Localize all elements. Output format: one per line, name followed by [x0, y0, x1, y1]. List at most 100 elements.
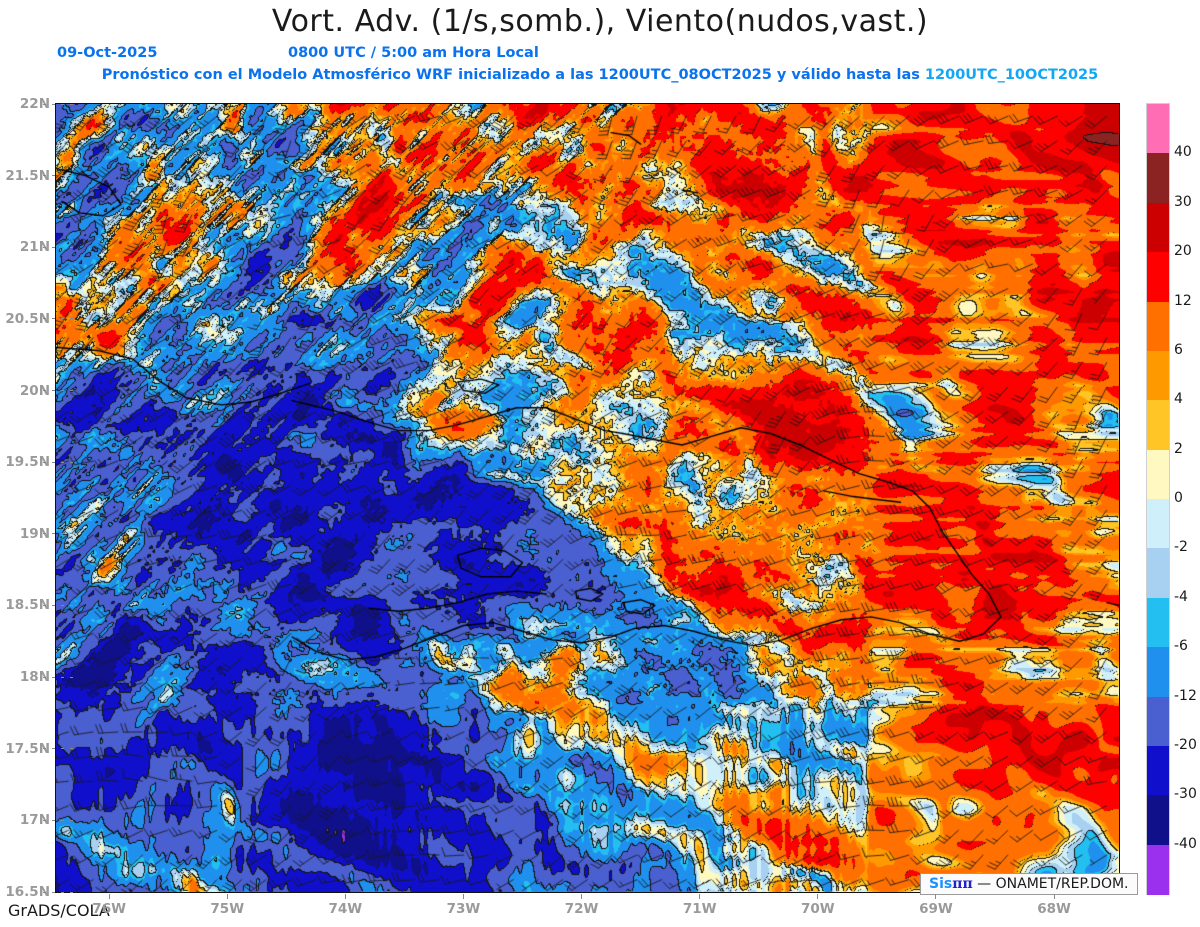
lat-tick-dot: [43, 604, 46, 606]
lat-tick-dot: [43, 819, 46, 821]
colorbar-tick-label: -4: [1174, 588, 1188, 605]
lat-tick-label: 20.5N: [5, 310, 50, 327]
grads-attribution: GrADS/COLA: [8, 901, 110, 920]
lat-tick-dot: [52, 676, 55, 678]
lat-tick-dot: [43, 246, 46, 248]
lon-tick-label: 71W: [682, 901, 717, 917]
lat-tick-label: 18.5N: [5, 597, 50, 614]
lat-tick-dot: [61, 246, 64, 248]
lon-tick-label: 70W: [800, 901, 835, 917]
lon-tick-mark: [108, 894, 110, 899]
colorbar-band: [1147, 301, 1169, 352]
colorbar-band: [1147, 202, 1169, 253]
lon-tick-mark: [935, 894, 937, 899]
lat-tick-label: 22N: [19, 96, 50, 112]
lat-tick-dot: [61, 175, 64, 177]
lat-tick-dot: [52, 748, 55, 750]
lat-tick-dot: [61, 390, 64, 392]
lon-tick-mark: [226, 894, 228, 899]
colorbar-tick-label: 4: [1174, 391, 1183, 408]
colorbar-tick-label: -6: [1174, 638, 1188, 655]
lat-tick-dot: [52, 390, 55, 392]
colorbar-band: [1147, 449, 1169, 500]
wind-barb-overlay-canvas: [56, 104, 1119, 892]
page-title: Vort. Adv. (1/s,somb.), Viento(nudos,vas…: [271, 4, 929, 39]
lat-tick-dot: [43, 461, 46, 463]
colorbar-band: [1147, 745, 1169, 796]
lat-tick-dot: [52, 175, 55, 177]
colorbar-band: [1147, 252, 1169, 303]
lat-tick-dot: [43, 891, 46, 893]
subtitle-row: 09-Oct-2025 0800 UTC / 5:00 am Hora Loca…: [0, 45, 1200, 65]
lat-tick-dot: [43, 748, 46, 750]
lat-tick-dot: [61, 103, 64, 105]
lat-tick-dot: [70, 390, 73, 392]
colorbar-tick-label: -2: [1174, 539, 1188, 556]
lat-tick-dot: [61, 891, 64, 893]
lat-tick-dot: [43, 175, 46, 177]
lon-tick-label: 76W: [92, 901, 126, 917]
lat-tick-dot: [43, 390, 46, 392]
lat-tick-label: 17N: [19, 812, 50, 829]
lat-tick-dot: [70, 533, 73, 535]
lat-tick-dot: [52, 891, 55, 893]
lat-tick-label: 16.5N: [5, 884, 50, 900]
colorbar-tick-label: 6: [1174, 341, 1183, 358]
colorbar-band: [1147, 795, 1169, 846]
lat-tick-dot: [70, 604, 73, 606]
lat-tick-label: 18N: [19, 669, 50, 686]
lat-tick-dot: [43, 533, 46, 535]
forecast-description-main: Pronóstico con el Modelo Atmosférico WRF…: [101, 67, 920, 83]
lon-tick-label: 68W: [1037, 901, 1071, 917]
colorbar-tick-label: -40: [1174, 835, 1197, 852]
forecast-time: 0800 UTC / 5:00 am Hora Local: [288, 45, 539, 61]
colorbar-tick-label: 40: [1174, 144, 1192, 161]
lat-tick-dot: [70, 461, 73, 463]
lat-tick-label: 21N: [19, 239, 50, 256]
colorbar-band: [1147, 647, 1169, 698]
colorbar-band: [1147, 350, 1169, 401]
lat-tick-dot: [52, 246, 55, 248]
forecast-date: 09-Oct-2025: [57, 45, 158, 61]
lat-tick-dot: [61, 318, 64, 320]
lat-tick-dot: [61, 604, 64, 606]
colorbar-tick-label: 20: [1174, 243, 1192, 260]
lat-tick-label: 21.5N: [5, 167, 50, 184]
lat-tick-dot: [52, 318, 55, 320]
lon-tick-label: 75W: [210, 901, 245, 917]
map-plot-area[interactable]: [55, 103, 1120, 893]
badge-org-text: — ONAMET/REP.DOM.: [977, 876, 1129, 892]
lat-tick-label: 19.5N: [5, 454, 50, 471]
colorbar[interactable]: [1146, 103, 1170, 895]
forecast-valid-until: 1200UTC_10OCT2025: [924, 67, 1099, 83]
lat-tick-dot: [70, 748, 73, 750]
lat-tick-dot: [52, 533, 55, 535]
lat-tick-label: 19N: [19, 525, 50, 542]
colorbar-tick-label: -12: [1174, 687, 1197, 704]
lat-tick-dot: [52, 103, 55, 105]
colorbar-band: [1147, 153, 1169, 204]
lat-tick-dot: [70, 175, 73, 177]
badge-sis-text: Sis: [929, 876, 953, 892]
colorbar-band: [1147, 597, 1169, 648]
lon-tick-label: 72W: [564, 901, 599, 917]
lon-tick-mark: [1053, 894, 1055, 899]
colorbar-tick-label: 2: [1174, 440, 1183, 457]
lat-tick-dot: [70, 891, 73, 893]
lat-tick-dot: [43, 318, 46, 320]
colorbar-band: [1147, 499, 1169, 549]
colorbar-band: [1147, 104, 1169, 154]
lat-tick-dot: [52, 604, 55, 606]
lat-tick-dot: [70, 819, 73, 821]
colorbar-band: [1147, 400, 1169, 451]
lat-tick-label: 17.5N: [5, 740, 50, 757]
lon-tick-label: 74W: [328, 901, 363, 917]
colorbar-band: [1147, 696, 1169, 747]
lon-tick-mark: [817, 894, 819, 899]
lat-tick-dot: [70, 103, 73, 105]
colorbar-tick-label: 30: [1174, 193, 1192, 210]
lat-tick-dot: [52, 819, 55, 821]
lon-tick-mark: [462, 894, 464, 899]
lon-tick-label: 69W: [919, 901, 953, 917]
